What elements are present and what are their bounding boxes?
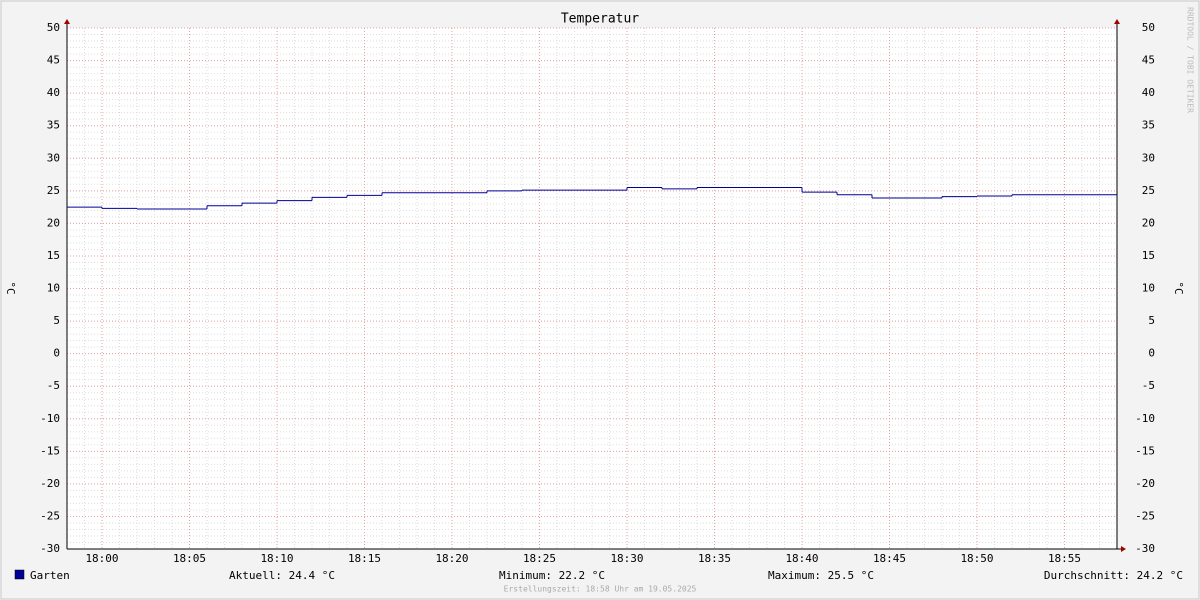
y-tick-label: 15: [1142, 249, 1155, 262]
y-tick-label: -15: [1135, 444, 1155, 457]
x-tick-label: 18:45: [873, 552, 906, 565]
x-tick-label: 18:10: [260, 552, 293, 565]
y-tick-label: 45: [47, 54, 60, 67]
y-tick-label: 50: [47, 21, 60, 34]
x-tick-label: 18:20: [435, 552, 468, 565]
y-axis-label: °C: [1172, 281, 1185, 294]
y-tick-label: 20: [47, 216, 60, 229]
y-tick-label: -30: [1135, 542, 1155, 555]
y-tick-label: 15: [47, 249, 60, 262]
y-tick-label: 10: [1142, 282, 1155, 295]
y-tick-label: 25: [1142, 184, 1155, 197]
stat: Aktuell: 24.4 °C: [229, 569, 335, 582]
y-tick-label: 30: [1142, 151, 1155, 164]
y-tick-label: 50: [1142, 21, 1155, 34]
y-tick-label: -25: [40, 509, 60, 522]
y-tick-label: 0: [1148, 347, 1155, 360]
x-tick-label: 18:50: [960, 552, 993, 565]
stat: Maximum: 25.5 °C: [768, 569, 874, 582]
axis-arrow: [64, 19, 70, 24]
x-tick-label: 18:25: [523, 552, 556, 565]
y-tick-label: -5: [1142, 379, 1155, 392]
y-tick-label: 35: [1142, 119, 1155, 132]
axis-arrow: [1114, 19, 1120, 24]
x-tick-label: 18:00: [85, 552, 118, 565]
y-tick-label: 30: [47, 151, 60, 164]
y-tick-label: 40: [1142, 86, 1155, 99]
x-tick-label: 18:40: [785, 552, 818, 565]
y-tick-label: 5: [53, 314, 60, 327]
y-tick-label: 45: [1142, 54, 1155, 67]
stat: Minimum: 22.2 °C: [499, 569, 605, 582]
x-tick-label: 18:35: [698, 552, 731, 565]
y-tick-label: -10: [1135, 412, 1155, 425]
y-tick-label: 5: [1148, 314, 1155, 327]
y-tick-label: -20: [1135, 477, 1155, 490]
y-tick-label: 35: [47, 119, 60, 132]
legend-swatch: [14, 569, 25, 580]
y-tick-label: -20: [40, 477, 60, 490]
y-tick-label: 25: [47, 184, 60, 197]
legend-label: Garten: [30, 569, 70, 582]
y-tick-label: -10: [40, 412, 60, 425]
x-tick-label: 18:30: [610, 552, 643, 565]
y-axis-label: °C: [4, 281, 17, 294]
stat: Durchschnitt: 24.2 °C: [1044, 569, 1183, 582]
watermark: RRDTOOL / TOBI OETIKER: [1186, 7, 1195, 113]
y-tick-label: 40: [47, 86, 60, 99]
y-tick-label: 10: [47, 282, 60, 295]
y-tick-label: -30: [40, 542, 60, 555]
y-tick-label: 0: [53, 347, 60, 360]
y-tick-label: 20: [1142, 216, 1155, 229]
axis-arrow: [1121, 546, 1126, 552]
y-tick-label: -15: [40, 444, 60, 457]
y-tick-label: -5: [47, 379, 60, 392]
x-tick-label: 18:15: [348, 552, 381, 565]
chart-title: Temperatur: [561, 12, 639, 27]
x-tick-label: 18:55: [1048, 552, 1081, 565]
y-tick-label: -25: [1135, 509, 1155, 522]
x-tick-label: 18:05: [173, 552, 206, 565]
footer: Erstellungszeit: 18:58 Uhr am 19.05.2025: [504, 585, 697, 594]
